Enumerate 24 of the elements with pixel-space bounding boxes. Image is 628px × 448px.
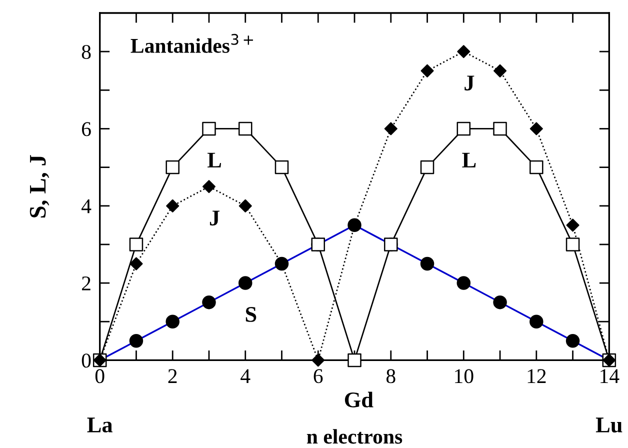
annotation: La [87,418,112,432]
annotation: Lantanides$^{3+}$ [130,34,253,53]
annotation: L [208,152,222,168]
x-tick-label: 2 [168,369,177,383]
y-tick-label: 4 [82,199,92,214]
y-axis-title: S, L, J [30,155,50,218]
annotation: Lu [596,418,622,432]
y-tick-label: 2 [82,276,90,290]
x-tick-label: 6 [314,369,323,384]
annotation: S [246,307,256,322]
y-tick-label: 6 [82,122,91,136]
x-tick-label: 14 [600,369,620,383]
x-tick-label: 12 [528,369,546,383]
x-tick-label: 10 [455,369,474,384]
annotation: Gd [344,392,374,408]
x-tick-label: 4 [240,369,250,383]
annotation: J [210,210,220,226]
x-tick-label: 8 [386,369,396,384]
annotation: J [464,76,474,90]
y-tick-label: 8 [82,44,91,60]
annotation: L [462,152,476,168]
y-tick-label: 0 [82,354,91,368]
x-tick-label: 0 [95,369,104,384]
x-axis-title: n electrons [306,429,402,444]
